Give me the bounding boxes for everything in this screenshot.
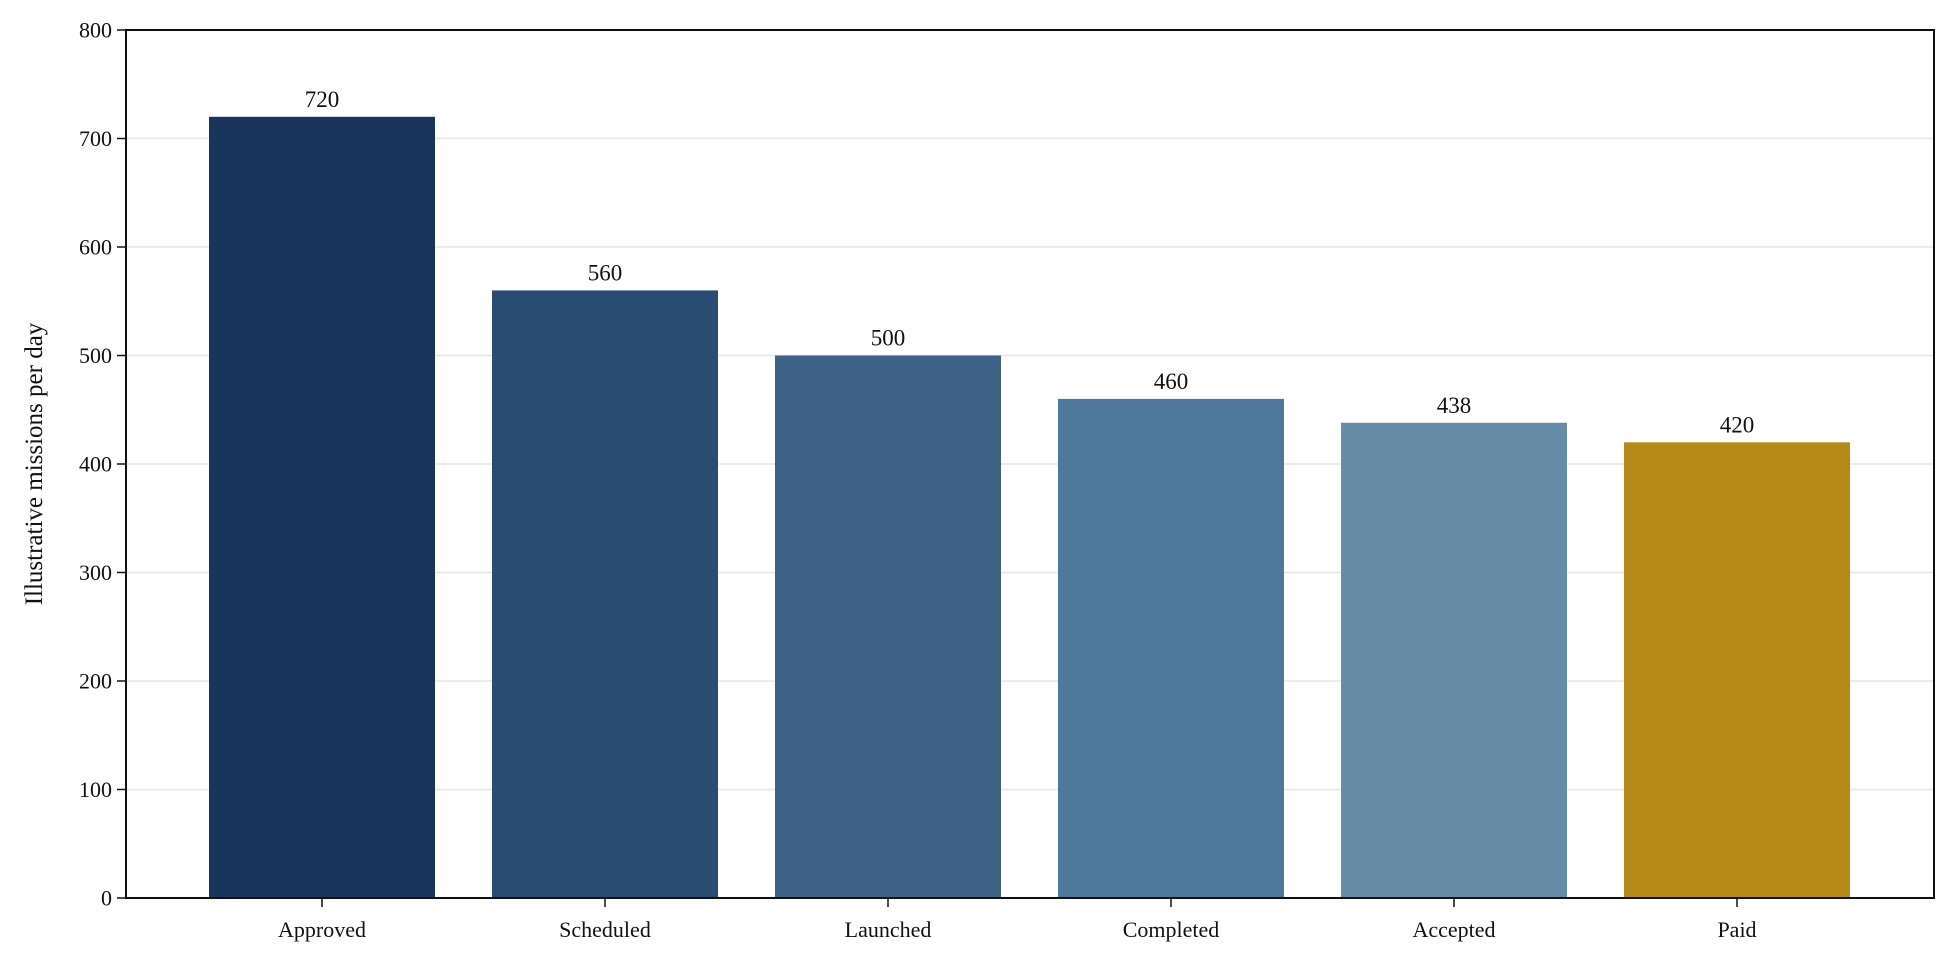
bars — [209, 116, 1850, 899]
x-axis-ticks: Approved Scheduled Launched Completed Accept… — [278, 898, 1757, 942]
x-tick-label: Paid — [1717, 917, 1756, 942]
x-tick-label: Accepted — [1412, 917, 1495, 942]
y-tick-label: 300 — [79, 560, 112, 585]
bar-accepted — [1341, 422, 1567, 898]
y-axis-ticks: 0 100 200 300 400 500 600 700 800 — [79, 18, 126, 911]
y-axis-title: Illustrative missions per day — [21, 322, 48, 605]
y-tick-label: 100 — [79, 777, 112, 802]
data-label: 420 — [1720, 412, 1755, 437]
x-tick-label: Launched — [845, 917, 932, 942]
y-tick-label: 400 — [79, 452, 112, 477]
y-tick-label: 0 — [101, 886, 112, 911]
y-tick-label: 700 — [79, 126, 112, 151]
bar-completed — [1058, 398, 1284, 898]
bar-scheduled — [492, 290, 718, 898]
x-tick-label: Scheduled — [559, 917, 651, 942]
x-tick-label: Approved — [278, 917, 366, 942]
data-labels: 720 560 500 460 438 420 — [305, 87, 1755, 437]
y-tick-label: 200 — [79, 669, 112, 694]
bar-approved — [209, 116, 435, 899]
data-label: 500 — [871, 326, 906, 351]
data-label: 438 — [1437, 393, 1472, 418]
data-label: 460 — [1154, 369, 1189, 394]
y-tick-label: 500 — [79, 343, 112, 368]
data-label: 720 — [305, 87, 340, 112]
y-tick-label: 800 — [79, 18, 112, 43]
data-label: 560 — [588, 260, 623, 285]
y-tick-label: 600 — [79, 235, 112, 260]
bar-paid — [1624, 442, 1850, 898]
bar-launched — [775, 355, 1001, 898]
x-tick-label: Completed — [1123, 917, 1220, 942]
